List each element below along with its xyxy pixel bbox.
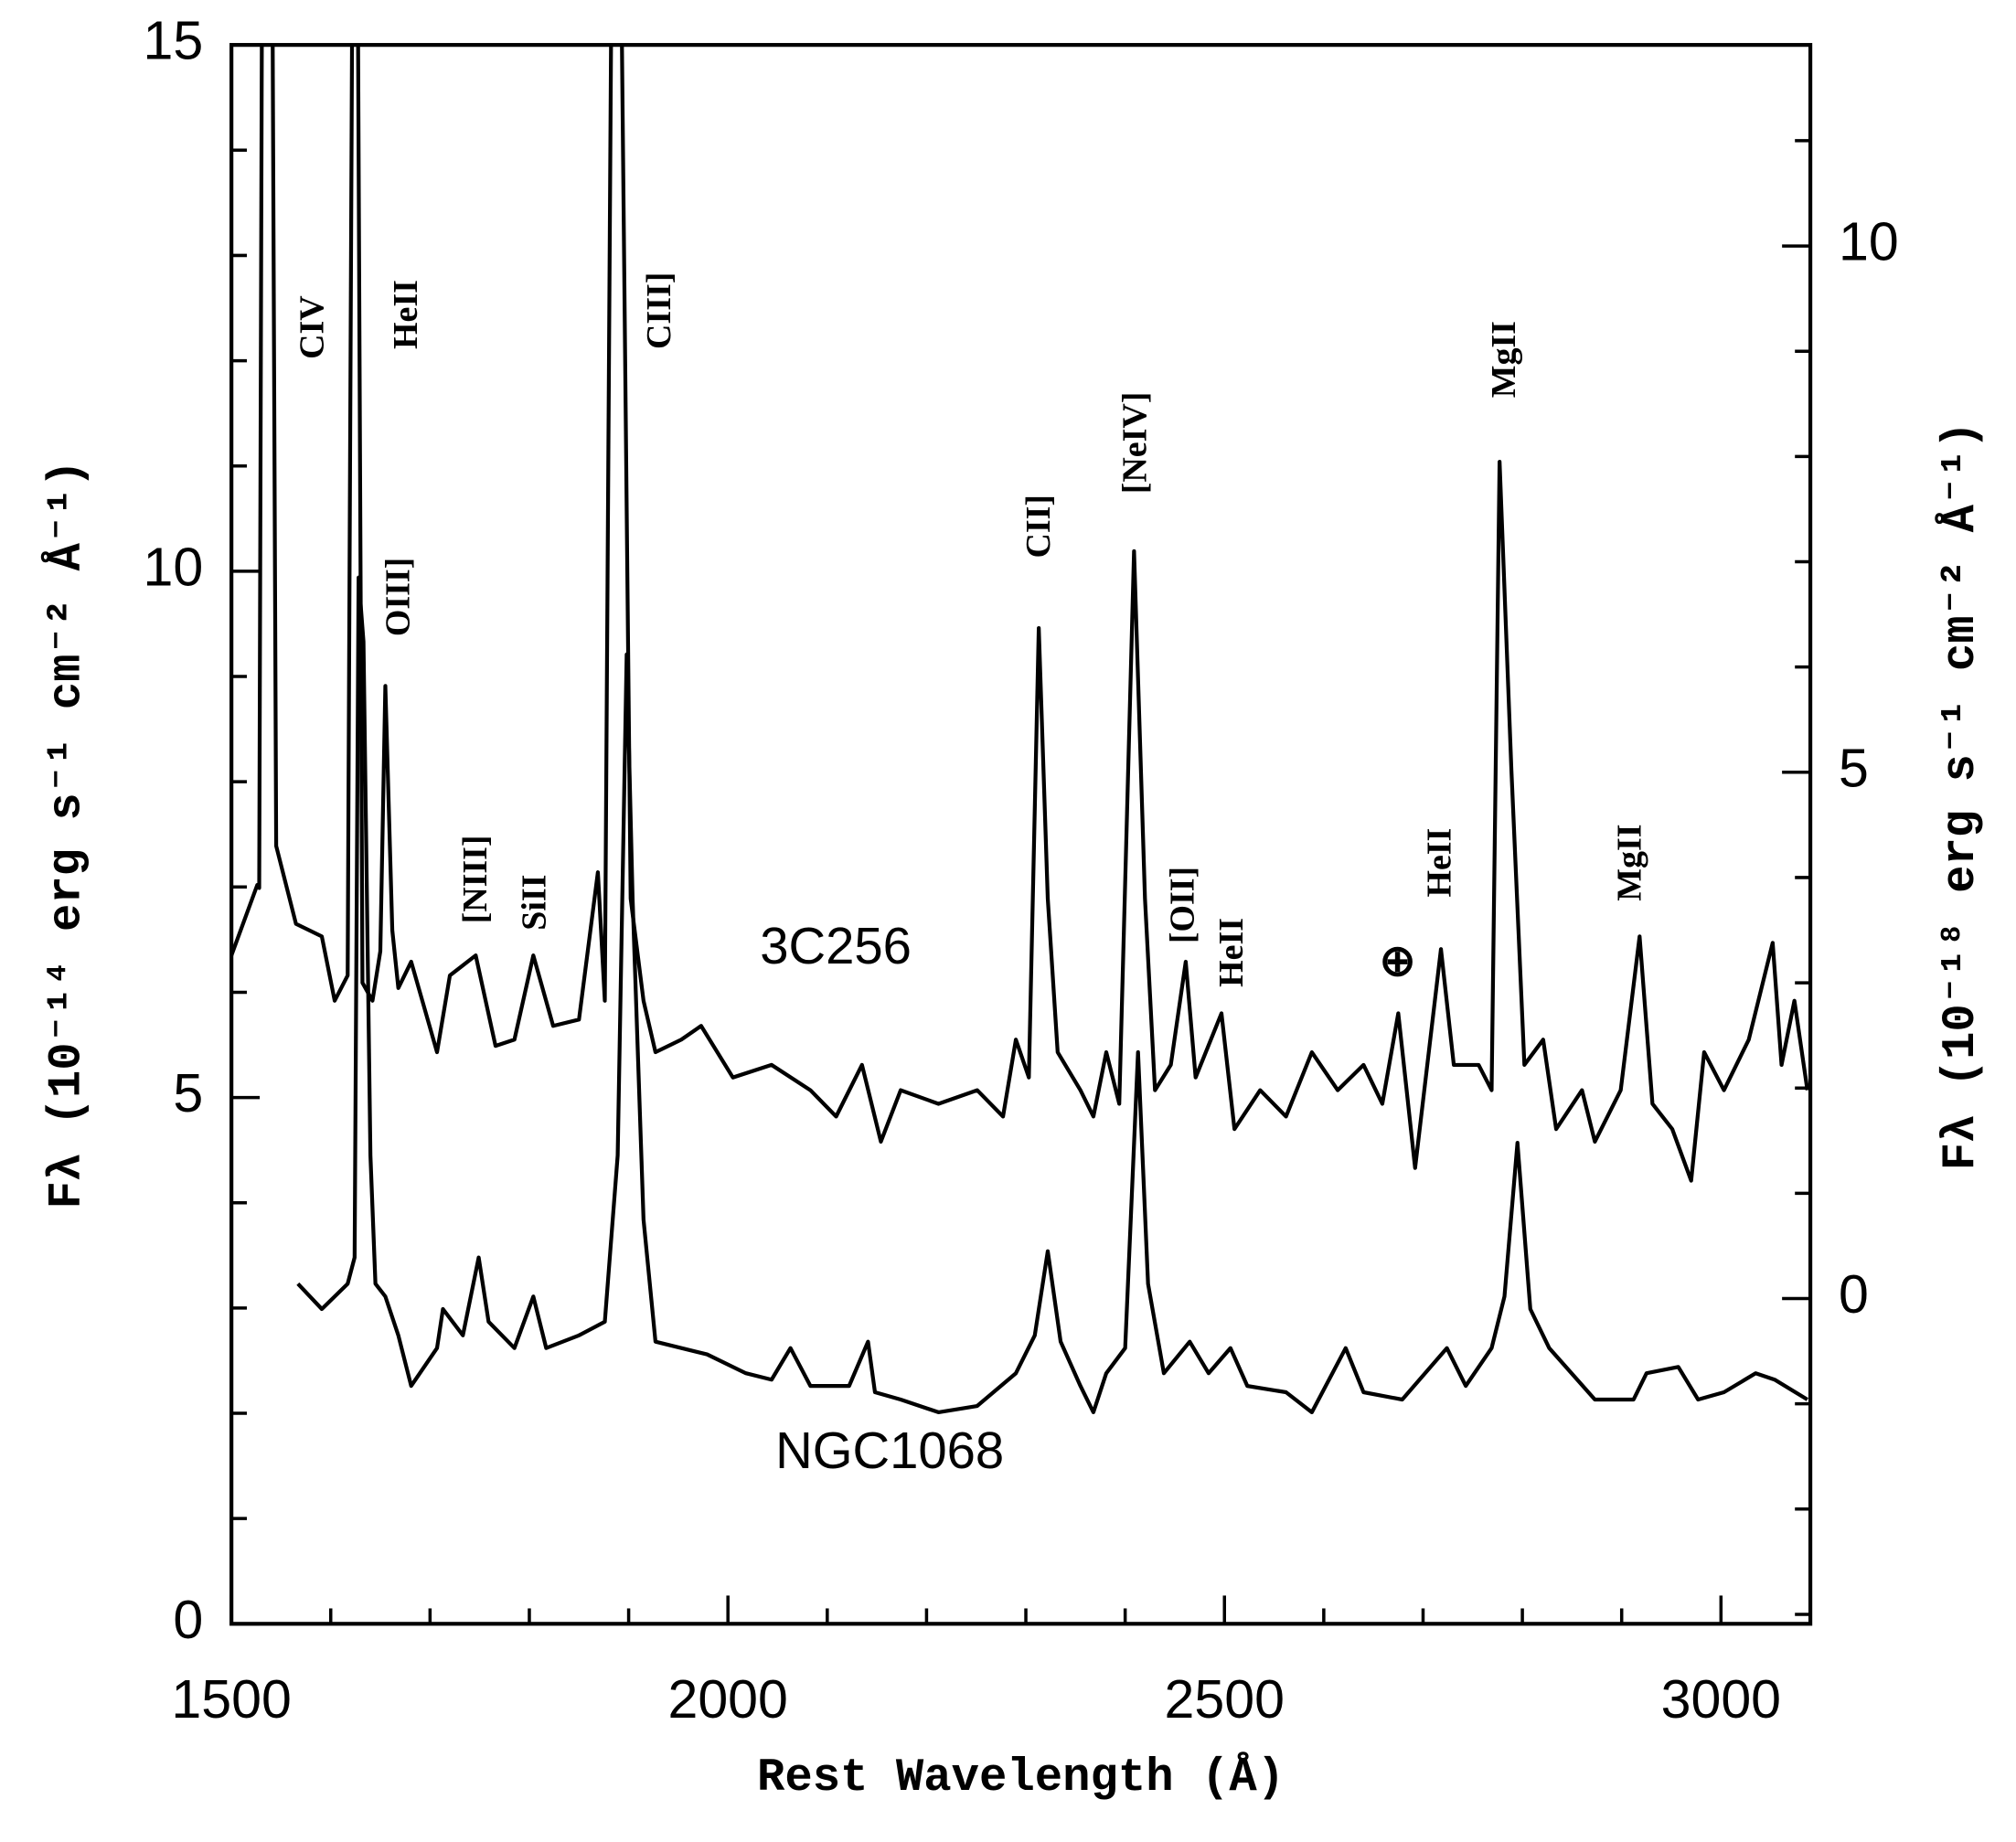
line-annotation: SiII <box>516 875 554 931</box>
line-annotation: [NIII] <box>456 835 495 923</box>
y2-tick-label: 5 <box>1839 738 1869 798</box>
series-label: 3C256 <box>760 917 912 974</box>
line-annotation: HeII <box>387 280 425 349</box>
x-tick-label: 3000 <box>1661 1669 1781 1730</box>
line-annotation: MgII <box>1611 824 1649 900</box>
plot-frame <box>229 43 1813 1626</box>
y-tick-label: 10 <box>143 537 203 597</box>
line-annotation: CIII] <box>640 272 678 349</box>
y-axis-label: Fλ (10⁻¹⁴ erg s⁻¹ cm⁻² Å⁻¹) <box>40 460 93 1208</box>
plot-clip <box>231 45 1809 1415</box>
y2-tick-label: 10 <box>1839 212 1899 272</box>
line-annotation: ⊕ <box>1380 937 1416 985</box>
line-annotation: HeII <box>1421 828 1459 898</box>
spectrum-line <box>296 575 1808 1415</box>
line-annotation: CIV <box>293 295 331 359</box>
y2-axis-label: Fλ (10⁻¹⁸ erg s⁻¹ cm⁻² Å⁻¹) <box>1935 421 1988 1170</box>
plot-root: Rest Wavelength (Å) Fλ (10⁻¹⁴ erg s⁻¹ cm… <box>40 11 1988 1805</box>
x-tick-label: 1500 <box>171 1669 291 1730</box>
line-annotation: [NeIV] <box>1115 392 1154 495</box>
line-annotation: HeII <box>1212 918 1251 987</box>
x-tick-label: 2000 <box>667 1669 787 1730</box>
y2-tick-label: 0 <box>1839 1264 1869 1325</box>
line-annotation: [OII] <box>1163 867 1201 943</box>
line-annotation: MgII <box>1485 321 1523 398</box>
y-tick-label: 5 <box>173 1063 203 1123</box>
spectrum-line <box>231 45 1809 1183</box>
x-tick-label: 2500 <box>1165 1669 1285 1730</box>
line-annotation: CII] <box>1019 495 1058 559</box>
y-tick-label: 15 <box>143 11 203 71</box>
series-label: NGC1068 <box>775 1421 1004 1479</box>
line-annotation: OIII] <box>379 558 417 636</box>
x-axis-label: Rest Wavelength (Å) <box>757 1751 1285 1805</box>
y-tick-label: 0 <box>173 1590 203 1650</box>
